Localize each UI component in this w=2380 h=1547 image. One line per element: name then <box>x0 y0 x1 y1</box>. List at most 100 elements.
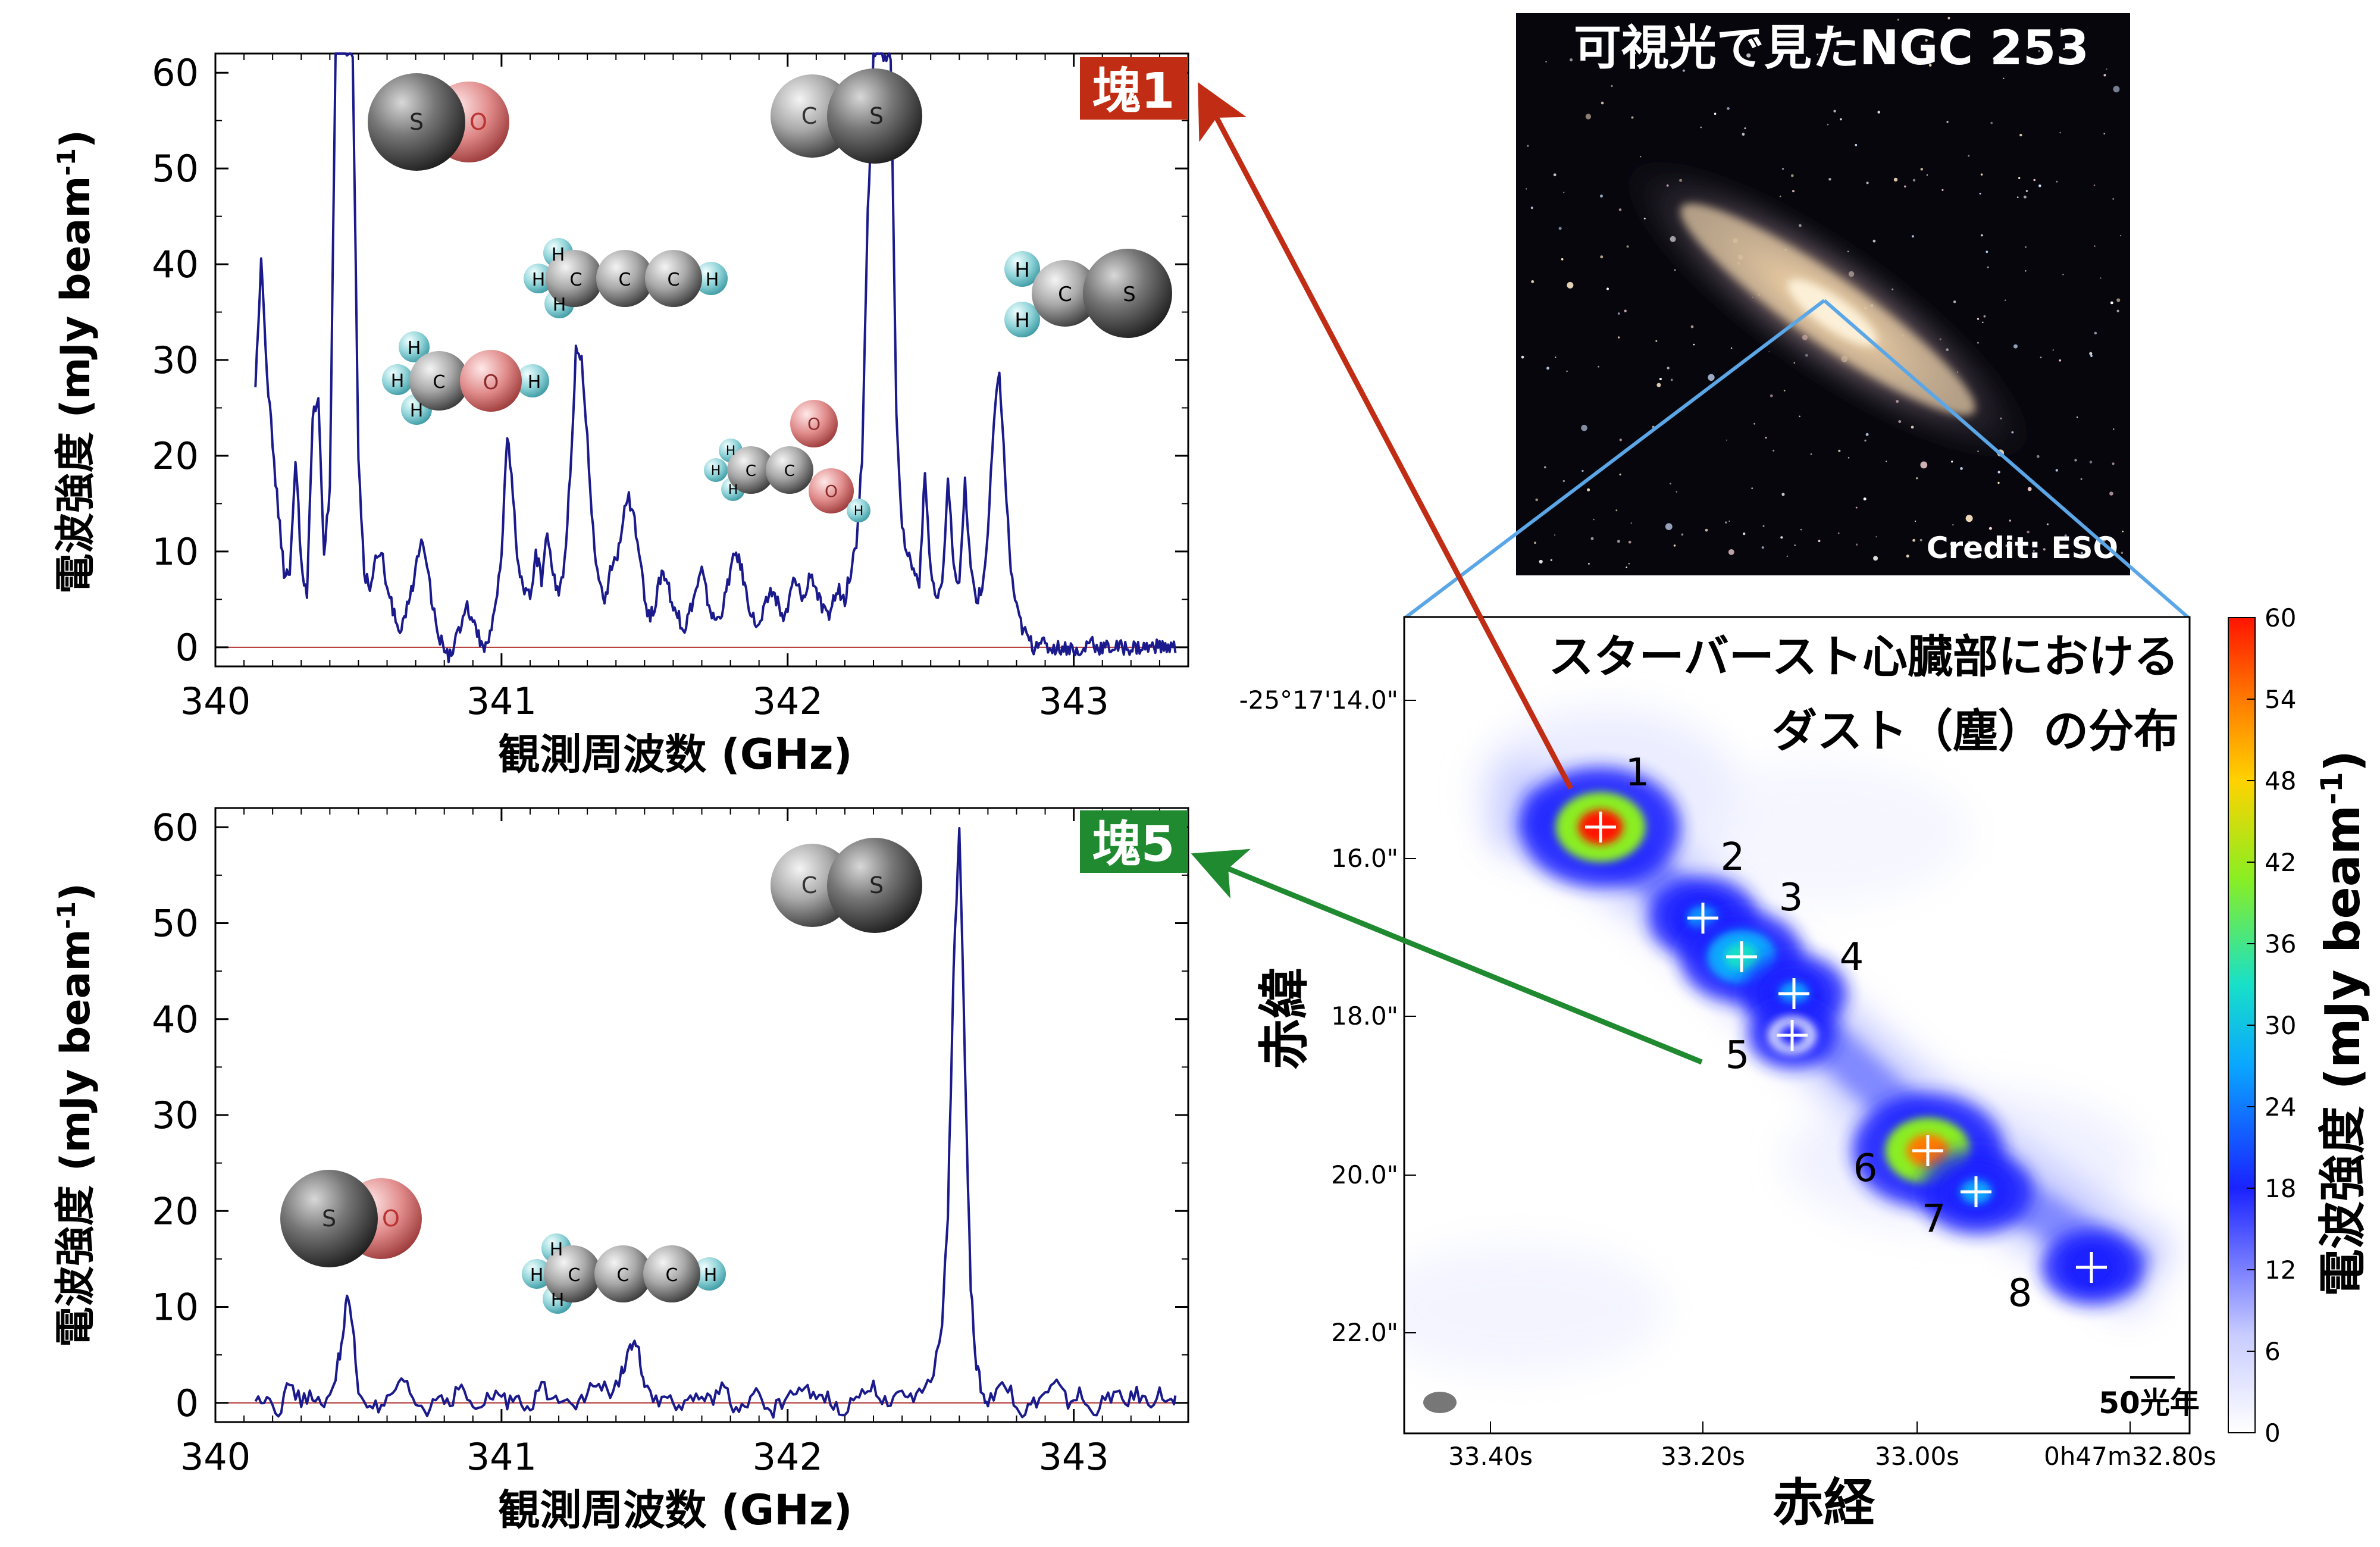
star <box>1561 258 1564 261</box>
colorbar-tick-label: 6 <box>2265 1337 2281 1366</box>
x-axis: 340 341 342 343 <box>180 808 1160 1479</box>
star <box>1618 208 1622 211</box>
star <box>1585 114 1592 120</box>
x-axis-label: 赤経 <box>1773 1473 1875 1533</box>
clump-number-label: 3 <box>1779 876 1803 920</box>
star <box>2121 552 2124 554</box>
star <box>1893 177 1898 182</box>
molecule-cs-icon: C S <box>771 838 922 933</box>
map-frame <box>1403 616 2191 1435</box>
star <box>2027 487 2032 491</box>
svg-text:H: H <box>706 270 719 290</box>
svg-text:S: S <box>409 109 424 135</box>
star <box>2109 491 2113 496</box>
svg-text:H: H <box>553 295 566 315</box>
y-tick-label: 22.0" <box>1331 1318 1398 1347</box>
star <box>2100 277 2102 279</box>
colorbar-tick-label: 18 <box>2265 1174 2296 1203</box>
svg-text:C: C <box>568 1265 581 1286</box>
svg-text:H: H <box>552 245 565 265</box>
star <box>1566 370 1568 372</box>
svg-text:H: H <box>410 400 424 421</box>
star <box>1982 321 1984 323</box>
svg-text:C: C <box>801 103 818 129</box>
star <box>1534 541 1536 544</box>
star <box>1925 39 1928 42</box>
star <box>1630 522 1632 524</box>
star <box>2081 552 2083 555</box>
star <box>1968 155 1970 157</box>
star <box>1919 538 1922 541</box>
star <box>1855 143 1858 146</box>
star <box>2025 190 2028 192</box>
star <box>2008 540 2011 544</box>
star <box>1953 300 1956 303</box>
star <box>1656 383 1661 387</box>
star <box>1960 467 1963 470</box>
x-tick-label: 342 <box>753 1435 823 1479</box>
y-tick-label: 16.0" <box>1331 844 1398 873</box>
x-tick-label: 342 <box>753 679 823 723</box>
star <box>1965 515 1973 522</box>
star <box>1926 174 1928 176</box>
star <box>2005 299 2006 301</box>
star <box>1781 493 1785 496</box>
star <box>1619 439 1622 441</box>
star <box>1626 566 1627 568</box>
x-axis: 340 341 342 343 <box>180 54 1160 723</box>
star <box>1880 46 1883 49</box>
star <box>1624 309 1627 312</box>
clump-number-label: 8 <box>2008 1272 2033 1316</box>
star <box>2074 459 2077 462</box>
star <box>1521 355 1524 359</box>
star <box>1539 559 1543 564</box>
star <box>2059 131 2061 134</box>
star <box>1593 518 1595 521</box>
molecule-hcooch3-icon: O H H H C C O H <box>704 400 870 522</box>
svg-text:C: C <box>619 270 631 290</box>
star <box>1611 84 1613 87</box>
star <box>1682 69 1685 72</box>
svg-text:C: C <box>746 462 756 480</box>
y-tick-label: 40 <box>152 243 199 286</box>
svg-text:H: H <box>711 464 721 478</box>
y-axis: -25°17'14.0" 16.0" 18.0" 20.0" 22.0" <box>1239 685 1416 1347</box>
star <box>2043 548 2046 551</box>
star <box>1558 227 1562 230</box>
spectrum-line <box>254 827 1177 1419</box>
star <box>1619 473 1621 476</box>
svg-text:H: H <box>530 1265 544 1286</box>
clump-badge: 塊1 <box>1092 63 1175 120</box>
star <box>1545 61 1547 63</box>
svg-text:C: C <box>570 270 583 290</box>
star <box>2033 178 2035 181</box>
star <box>1746 53 1751 58</box>
star <box>2009 519 2012 522</box>
molecule-cs-icon: C S <box>771 68 922 164</box>
x-tick-label: 341 <box>466 1435 537 1479</box>
star <box>1997 471 2000 474</box>
star <box>1530 206 1533 209</box>
star <box>1617 540 1620 543</box>
star <box>2103 133 2105 134</box>
x-tick-label: 33.40s <box>1448 1442 1533 1471</box>
svg-text:S: S <box>869 872 884 898</box>
star <box>2055 469 2058 472</box>
star <box>1673 544 1676 547</box>
star <box>1780 536 1783 539</box>
star <box>1600 195 1603 198</box>
galaxy-title: 可視光で見たNGC 253 <box>1574 20 2089 76</box>
star <box>1563 192 1565 193</box>
clump-badge-bg <box>1080 57 1187 120</box>
molecule-ch3cch-icon: H H H C C C H <box>522 1233 726 1314</box>
star <box>2003 77 2005 79</box>
star <box>1872 239 1876 243</box>
star <box>1659 378 1662 380</box>
x-tick-label: 0h47m32.80s <box>2044 1442 2216 1471</box>
molecule-ch3cch-icon: H H H C C C H <box>524 238 728 318</box>
svg-text:H: H <box>550 1239 563 1260</box>
star <box>1567 281 1574 289</box>
spectrum-chart-clump1: 0 10 20 30 40 50 60 340 341 342 343 観測周波数 (GHz) 電… <box>52 51 1189 779</box>
x-tick-label: 33.00s <box>1875 1442 1959 1471</box>
molecule-so-icon: S O <box>368 73 509 171</box>
